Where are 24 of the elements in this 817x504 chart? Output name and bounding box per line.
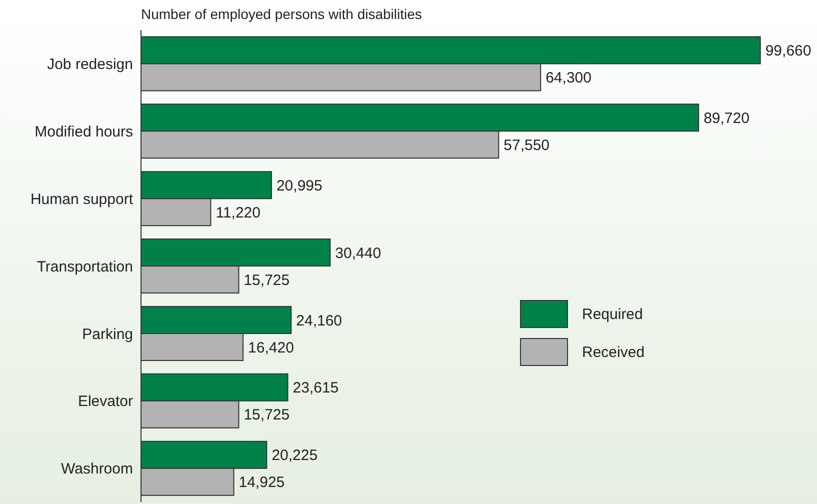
data-label: 23,615 (292, 380, 339, 397)
data-label: 30,440 (335, 244, 382, 262)
data-label: 20,225 (272, 447, 318, 464)
data-label: 24,160 (296, 312, 342, 330)
y-tick-label: Parking (82, 326, 133, 343)
y-tick-label: Human support (30, 190, 134, 208)
y-tick-label: Transportation (36, 258, 133, 276)
y-tick-label: Modified hours (34, 123, 133, 140)
y-tick-label: Elevator (78, 393, 133, 410)
data-label: 15,725 (244, 272, 290, 289)
data-label: 15,725 (244, 406, 290, 424)
data-label: 57,550 (504, 136, 550, 154)
data-label: 89,720 (704, 110, 750, 127)
data-label: 99,660 (765, 42, 812, 60)
legend-label: Required (582, 306, 643, 322)
data-label: 20,995 (276, 177, 322, 194)
chart-title: Number of employed persons with disabilities (141, 6, 422, 22)
y-tick-label: Washroom (61, 460, 133, 478)
data-label: 11,220 (216, 204, 260, 222)
data-label: 64,300 (546, 70, 592, 87)
data-label: 16,420 (248, 339, 294, 356)
legend-label: Received (582, 344, 645, 360)
data-label: 14,925 (238, 474, 285, 492)
y-tick-label: Job redesign (47, 56, 133, 74)
